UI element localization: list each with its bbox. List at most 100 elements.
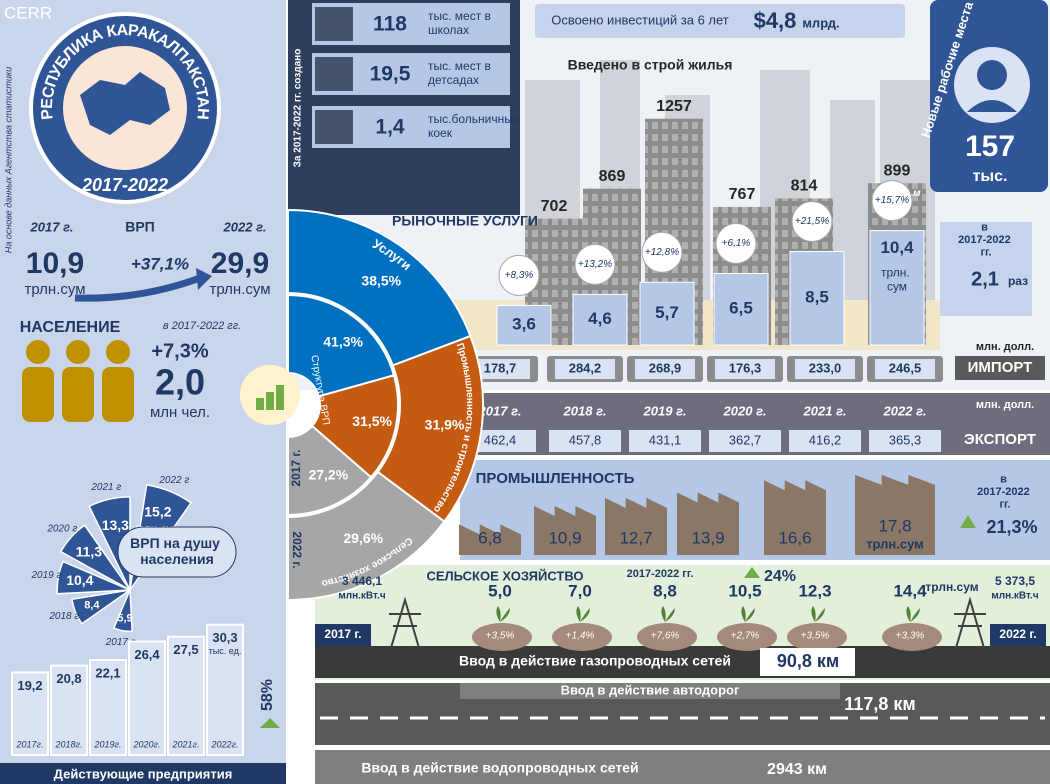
value-label: 12,7 [619, 528, 652, 547]
value-box [869, 430, 941, 452]
year-label: 2018 г. [563, 403, 607, 418]
enterprise-band [0, 763, 286, 784]
plant [741, 606, 755, 622]
value-label: 268,9 [649, 360, 682, 375]
donut-sector [287, 424, 373, 517]
mound [552, 623, 612, 651]
factory [855, 474, 935, 555]
label: млн чел. [150, 404, 210, 421]
gas-band [315, 646, 1050, 678]
year-label: 2019 г. [643, 403, 687, 418]
label: ЭКСПОРТ [964, 431, 1036, 448]
value-label: 16,6 [778, 528, 811, 547]
value-label: 767 [729, 186, 756, 203]
mound [882, 623, 942, 651]
value-label: 233,0 [809, 360, 842, 375]
label: тыс. [973, 168, 1008, 185]
year-label: 2021 г. [803, 403, 847, 418]
factory [764, 480, 826, 555]
value-box [470, 359, 530, 379]
value-label: 416,2 [809, 432, 842, 447]
label: тыс.больничных коек [428, 112, 522, 140]
value-label: 5,7 [655, 303, 679, 322]
label: 24% [764, 568, 796, 585]
value-box [464, 430, 536, 452]
bar [206, 623, 244, 757]
label: трлн.сум [925, 580, 978, 594]
gdp-arrow [74, 274, 202, 302]
plant [496, 606, 510, 622]
bar [789, 251, 845, 346]
growth-label: +8,3% [505, 270, 534, 281]
road-title-box [460, 683, 840, 699]
year-label: 2022 г. [883, 403, 927, 418]
growth-label: +6,1% [722, 238, 751, 249]
value-label: 11,3 [76, 544, 103, 560]
bar [50, 664, 88, 756]
label: 2,1 [971, 268, 999, 290]
bar [496, 304, 552, 346]
value-label: 4,6 [588, 309, 612, 328]
value-label: 20,8 [56, 671, 81, 686]
percent-label: 38,5% [361, 272, 401, 288]
value-box [789, 430, 861, 452]
label: Ввод в действие водопроводных сетей [361, 760, 638, 776]
value-label: 6,8 [478, 528, 502, 547]
year-flag [990, 624, 1046, 646]
label: в 2017-2022 гг. [163, 320, 241, 332]
value-label: 7,0 [568, 581, 592, 600]
label: млн.кВт.ч [338, 591, 385, 602]
value-label: 6,5 [729, 299, 753, 318]
created-title: За 2017-2022 гг. создано [293, 49, 304, 168]
label: 2017 г. [289, 449, 303, 486]
label: тыс. мест в детсадах [428, 59, 494, 87]
value-label: 246,5 [889, 360, 922, 375]
label: +37,1% [131, 254, 189, 273]
value-label: 457,8 [569, 432, 602, 447]
per-capita-title: ВРП на душу населения [130, 535, 224, 567]
value-label: 22,1 [95, 665, 120, 680]
housing-title: Введено в строй жилья [568, 57, 733, 73]
label: $4,8 [754, 8, 797, 33]
value-label: 362,7 [729, 432, 762, 447]
label: 19,5 [370, 63, 411, 86]
value-label: 899 [884, 162, 911, 179]
agriculture-title: СЕЛЬСКОЕ ХОЗЯЙСТВО [426, 568, 583, 583]
factory [534, 505, 596, 555]
bar [89, 658, 127, 756]
label: 2017 г. [30, 219, 74, 234]
year-label: 2022г. [211, 739, 239, 749]
value-label: 702 [541, 198, 568, 215]
label: трлн. сум [881, 266, 913, 294]
enterprises-title: Действующие предприятия [54, 766, 233, 781]
label: 5 373,5 [995, 574, 1035, 588]
label: 2017-2022 гг. [627, 568, 694, 580]
label: 2022 г. [999, 627, 1036, 641]
mound [787, 623, 847, 651]
value-label: 10,9 [548, 528, 581, 547]
growth-label: +7,6% [651, 631, 680, 642]
label: 2943 км [767, 761, 827, 778]
label: трлн.сум [866, 536, 924, 551]
value-label: 15,2 [144, 504, 171, 520]
value-label: 26,4 [134, 647, 160, 662]
value-label: 3,6 [512, 315, 536, 334]
bubble [791, 201, 833, 242]
bar [11, 671, 49, 756]
year-label: 2019г. [94, 739, 122, 749]
value-label: 13,9 [691, 528, 724, 547]
jobs-icon [977, 60, 1007, 90]
label: тыс. мест в школах [428, 9, 494, 37]
mound [637, 623, 697, 651]
label: млрд. [802, 15, 839, 30]
value-box [875, 359, 935, 379]
services-title: РЫНОЧНЫЕ УСЛУГИ [392, 213, 538, 229]
map [80, 72, 170, 135]
year-label: 2018г. [55, 739, 83, 749]
value-label: 178,7 [484, 360, 517, 375]
value-label: 1257 [656, 98, 692, 115]
donut-sector [287, 208, 472, 367]
plant [576, 606, 590, 622]
label: в 2017-2022 гг. [977, 473, 1033, 510]
jobs-icon [967, 100, 1017, 112]
